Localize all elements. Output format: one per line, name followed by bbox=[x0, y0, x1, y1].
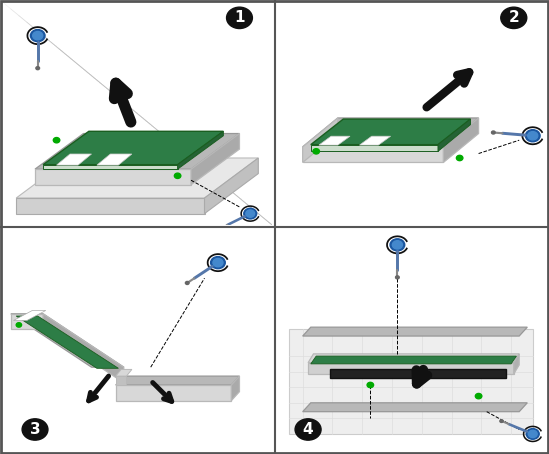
Polygon shape bbox=[232, 376, 239, 400]
Circle shape bbox=[219, 227, 222, 230]
Circle shape bbox=[33, 31, 43, 40]
Polygon shape bbox=[319, 136, 350, 145]
Polygon shape bbox=[444, 118, 479, 163]
Polygon shape bbox=[302, 327, 527, 336]
Circle shape bbox=[501, 7, 527, 29]
Circle shape bbox=[295, 419, 321, 440]
Polygon shape bbox=[308, 354, 519, 363]
Polygon shape bbox=[438, 119, 470, 151]
Polygon shape bbox=[116, 376, 239, 385]
Polygon shape bbox=[178, 131, 223, 169]
Polygon shape bbox=[308, 363, 514, 374]
Polygon shape bbox=[302, 403, 527, 412]
Circle shape bbox=[456, 155, 463, 161]
Circle shape bbox=[395, 276, 399, 279]
Polygon shape bbox=[289, 330, 533, 434]
Polygon shape bbox=[11, 314, 43, 330]
Circle shape bbox=[390, 239, 405, 251]
Polygon shape bbox=[311, 145, 438, 151]
Circle shape bbox=[475, 394, 482, 399]
Circle shape bbox=[246, 210, 255, 217]
Circle shape bbox=[525, 130, 540, 142]
Polygon shape bbox=[514, 354, 519, 374]
Polygon shape bbox=[16, 198, 204, 213]
Polygon shape bbox=[35, 133, 239, 169]
Circle shape bbox=[244, 208, 257, 219]
Circle shape bbox=[528, 132, 538, 140]
Circle shape bbox=[211, 257, 225, 269]
Text: 2: 2 bbox=[508, 10, 519, 25]
Circle shape bbox=[30, 30, 45, 42]
Circle shape bbox=[53, 138, 60, 143]
Text: 4: 4 bbox=[302, 422, 313, 437]
Polygon shape bbox=[116, 385, 232, 400]
Polygon shape bbox=[11, 314, 124, 367]
Polygon shape bbox=[311, 119, 470, 145]
Circle shape bbox=[175, 173, 181, 178]
Circle shape bbox=[36, 67, 40, 69]
Circle shape bbox=[313, 148, 320, 154]
Polygon shape bbox=[302, 118, 338, 163]
Polygon shape bbox=[360, 136, 391, 145]
Circle shape bbox=[491, 131, 495, 134]
Polygon shape bbox=[116, 376, 126, 385]
Polygon shape bbox=[35, 169, 191, 185]
Circle shape bbox=[186, 281, 189, 285]
Polygon shape bbox=[14, 311, 46, 321]
Circle shape bbox=[528, 430, 537, 438]
Text: 1: 1 bbox=[234, 10, 245, 25]
Polygon shape bbox=[16, 158, 258, 198]
Circle shape bbox=[213, 258, 223, 267]
Polygon shape bbox=[302, 147, 444, 163]
Polygon shape bbox=[43, 131, 223, 165]
Polygon shape bbox=[330, 370, 506, 378]
Text: 3: 3 bbox=[30, 422, 40, 437]
Polygon shape bbox=[116, 370, 132, 376]
Polygon shape bbox=[97, 154, 132, 165]
Polygon shape bbox=[43, 314, 124, 383]
Circle shape bbox=[227, 7, 253, 29]
Circle shape bbox=[526, 429, 539, 439]
Circle shape bbox=[16, 323, 21, 327]
Polygon shape bbox=[43, 165, 178, 169]
Polygon shape bbox=[16, 316, 119, 368]
Circle shape bbox=[500, 420, 503, 422]
Polygon shape bbox=[204, 158, 258, 213]
Polygon shape bbox=[191, 133, 239, 185]
Circle shape bbox=[367, 382, 373, 388]
Polygon shape bbox=[302, 118, 479, 147]
Polygon shape bbox=[57, 154, 92, 165]
Circle shape bbox=[393, 241, 402, 249]
Circle shape bbox=[22, 419, 48, 440]
Polygon shape bbox=[311, 356, 517, 364]
